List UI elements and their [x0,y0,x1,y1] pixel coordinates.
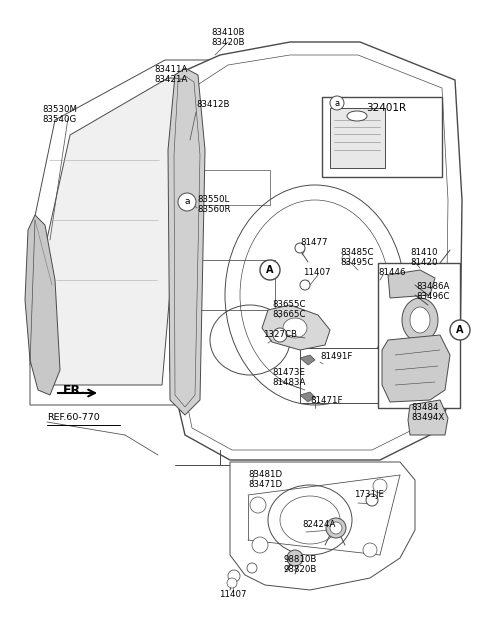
Circle shape [247,563,257,573]
Circle shape [326,518,346,538]
Circle shape [330,96,344,110]
Text: 11407: 11407 [219,590,247,599]
Text: A: A [266,265,274,275]
Text: 83481D
83471D: 83481D 83471D [248,470,282,490]
Circle shape [287,550,303,566]
Text: 32401R: 32401R [366,103,406,113]
Polygon shape [262,305,330,350]
Circle shape [252,537,268,553]
Circle shape [373,479,387,493]
Text: a: a [335,98,339,108]
Text: 81471F: 81471F [310,396,343,405]
Text: 83550L
83560R: 83550L 83560R [197,195,230,214]
Text: 83412B: 83412B [196,100,229,109]
Circle shape [363,543,377,557]
Text: 83655C
83665C: 83655C 83665C [272,300,305,320]
Circle shape [330,522,342,534]
Circle shape [450,320,470,340]
Text: A: A [456,325,464,335]
Text: 81410
81420: 81410 81420 [410,248,437,267]
Polygon shape [25,215,60,395]
Polygon shape [408,400,448,435]
Circle shape [250,497,266,513]
Bar [330,108,385,168]
Circle shape [366,494,378,506]
Bar [300,348,450,403]
Polygon shape [300,392,315,402]
Text: 11407: 11407 [303,268,331,277]
Text: 98810B
98820B: 98810B 98820B [283,555,316,574]
Circle shape [342,254,350,262]
Text: 83410B
83420B: 83410B 83420B [211,28,245,47]
Circle shape [228,570,240,582]
Polygon shape [388,270,435,298]
Polygon shape [45,78,207,385]
Circle shape [300,280,310,290]
Text: 1731JE: 1731JE [354,490,384,499]
Bar [378,263,460,408]
Text: 83530M
83540G: 83530M 83540G [42,105,77,125]
Text: 83486A
83496C: 83486A 83496C [416,282,449,302]
Text: 83485C
83495C: 83485C 83495C [340,248,373,267]
Bar [195,260,275,310]
Bar [200,170,270,205]
Circle shape [295,243,305,253]
Polygon shape [230,462,415,590]
Text: a: a [184,197,190,206]
Circle shape [227,578,237,588]
Text: 81477: 81477 [300,238,327,247]
Text: 82424A: 82424A [302,520,336,529]
Text: 81446: 81446 [378,268,406,277]
Bar [322,97,442,177]
Polygon shape [382,335,450,402]
Circle shape [260,260,280,280]
Text: REF.60-770: REF.60-770 [47,414,100,422]
Polygon shape [170,42,462,460]
Polygon shape [30,60,220,405]
Circle shape [178,193,196,211]
Text: 1327CB: 1327CB [263,330,297,339]
Text: 83484
83494X: 83484 83494X [411,403,444,422]
Ellipse shape [410,307,430,333]
Circle shape [273,328,287,342]
Ellipse shape [402,298,438,342]
Text: 83411A
83421A: 83411A 83421A [154,65,188,84]
Text: FR.: FR. [63,384,86,396]
Ellipse shape [283,318,307,338]
Text: 81473E
81483A: 81473E 81483A [272,368,305,388]
Text: 81491F: 81491F [320,352,352,361]
Ellipse shape [347,111,367,121]
Polygon shape [300,355,315,365]
Polygon shape [168,68,205,415]
